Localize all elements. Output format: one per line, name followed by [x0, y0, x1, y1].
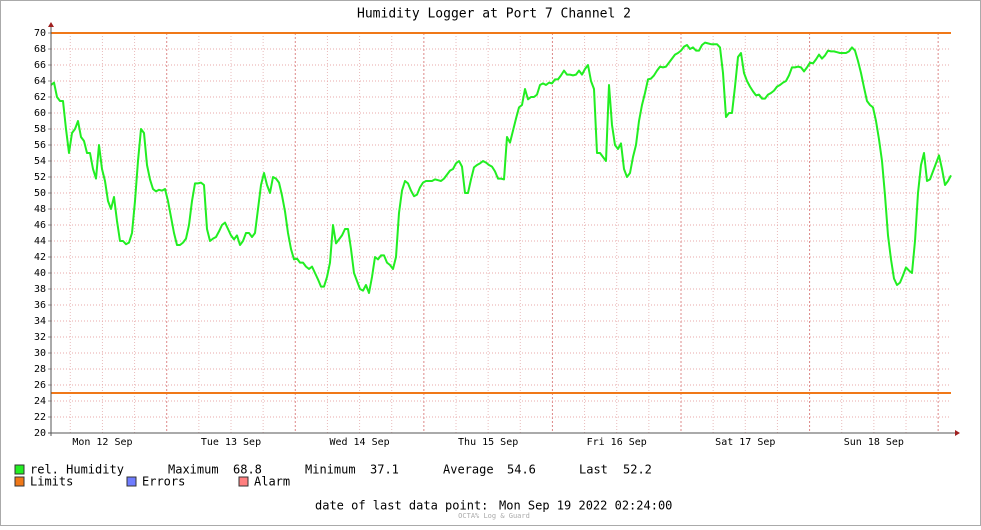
y-tick-label: 36 [34, 300, 46, 311]
x-tick-label: Thu 15 Sep [458, 437, 518, 448]
y-tick-label: 22 [34, 412, 46, 423]
legend-label: Limits [30, 475, 73, 489]
data-line [50, 41, 952, 294]
y-tick-label: 52 [34, 172, 46, 183]
x-tick-label: Wed 14 Sep [329, 437, 389, 448]
y-tick-label: 26 [34, 380, 46, 391]
y-tick-label: 50 [34, 188, 46, 199]
stat-value: 54.6 [507, 463, 536, 477]
x-tick-label: Sun 18 Sep [844, 437, 904, 448]
stat-label: Minimum [305, 463, 356, 477]
grid [51, 32, 951, 434]
stat-label: Last [579, 463, 608, 477]
y-tick-label: 34 [34, 316, 46, 327]
y-tick-label: 64 [34, 76, 46, 87]
y-tick-label: 62 [34, 92, 46, 103]
y-tick-label: 28 [34, 364, 46, 375]
legend-swatch [238, 476, 249, 487]
stat-label: Average [443, 463, 494, 477]
x-tick-label: Tue 13 Sep [201, 437, 261, 448]
stat-value: 37.1 [370, 463, 399, 477]
legend-swatch [14, 464, 25, 475]
stat-value: 68.8 [233, 463, 262, 477]
stat-value: 52.2 [623, 463, 652, 477]
x-tick-label: Sat 17 Sep [715, 437, 775, 448]
legend-label: rel. Humidity [30, 463, 124, 477]
y-tick-label: 20 [34, 428, 46, 439]
footer-value: Mon Sep 19 2022 02:24:00 [499, 499, 672, 513]
y-axis-arrow [48, 22, 54, 27]
footer-label: date of last data point: [315, 499, 488, 513]
y-tick-label: 60 [34, 108, 46, 119]
y-tick-label: 42 [34, 252, 46, 263]
y-tick-label: 68 [34, 44, 46, 55]
legend-label: Alarm [254, 475, 290, 489]
y-tick-label: 32 [34, 332, 46, 343]
watermark: OCTA% Log & Guard [458, 512, 530, 520]
y-tick-label: 56 [34, 140, 46, 151]
legend-label: Errors [142, 475, 185, 489]
legend-swatch [14, 476, 25, 487]
x-tick-label: Mon 12 Sep [72, 437, 132, 448]
y-tick-label: 54 [34, 156, 46, 167]
x-tick-label: Fri 16 Sep [587, 437, 647, 448]
y-tick-label: 30 [34, 348, 46, 359]
y-tick-label: 70 [34, 28, 46, 39]
y-tick-label: 44 [34, 236, 46, 247]
y-tick-label: 40 [34, 268, 46, 279]
stat-label: Maximum [168, 463, 219, 477]
legend-swatch [126, 476, 137, 487]
y-tick-label: 66 [34, 60, 46, 71]
y-tick-label: 48 [34, 204, 46, 215]
y-tick-label: 46 [34, 220, 46, 231]
x-axis-arrow [955, 430, 960, 436]
chart-title: Humidity Logger at Port 7 Channel 2 [357, 7, 631, 22]
y-tick-label: 58 [34, 124, 46, 135]
legend: rel. Humidity Maximum 68.8 Minimum 37.1 Avera… [14, 463, 652, 489]
plot-area [50, 32, 952, 394]
y-tick-label: 38 [34, 284, 46, 295]
y-tick-label: 24 [34, 396, 46, 407]
axes: 20 22 24 26 28 30 32 34 36 38 40 42 44 46 48 50 52 54 56 58… [34, 22, 960, 448]
